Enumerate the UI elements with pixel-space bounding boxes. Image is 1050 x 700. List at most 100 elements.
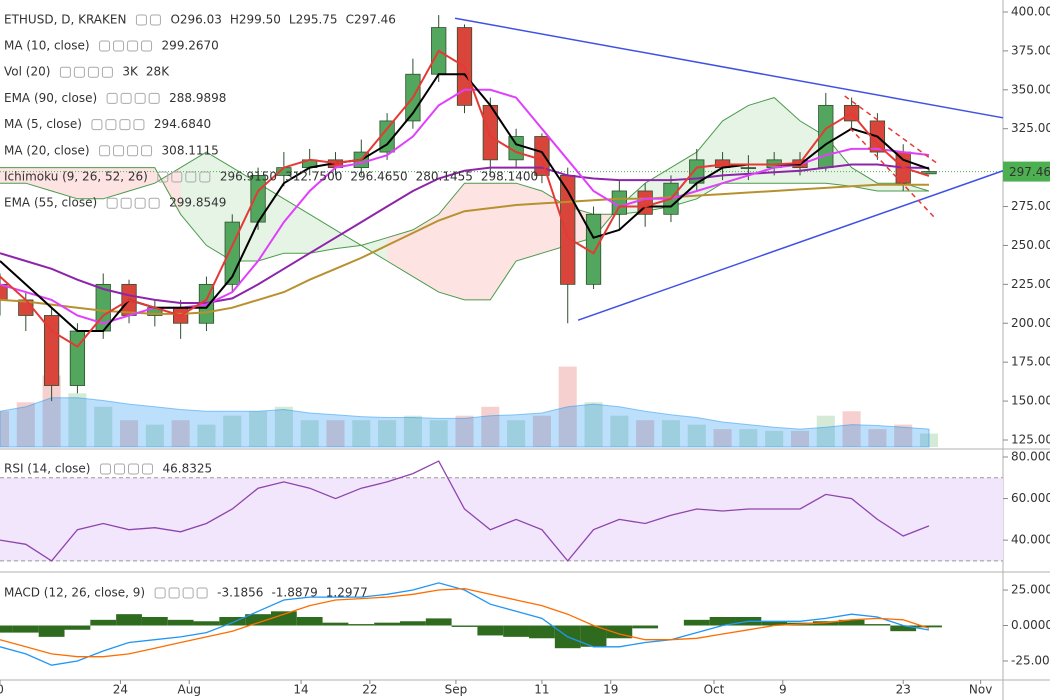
legend-icon <box>149 14 161 26</box>
legend-icon <box>99 463 111 475</box>
ohlc-value: C297.46 <box>346 13 396 27</box>
macd-histogram-bar <box>812 621 839 626</box>
ohlc-value: O296.03 <box>170 13 221 27</box>
legend-icon <box>119 119 131 131</box>
x-tick-label: Aug <box>178 683 201 697</box>
macd-histogram-bar <box>374 622 400 626</box>
symbol-title: ETHUSD, D, KRAKEN <box>4 13 126 27</box>
legend-icon <box>87 66 99 78</box>
volume-bar <box>481 406 500 447</box>
legend-value: 288.9898 <box>169 91 226 105</box>
y-tick-label: 325.00 <box>1011 121 1050 135</box>
macd-histogram-bar <box>916 625 942 628</box>
x-tick-label: 24 <box>113 683 128 697</box>
legend-label: MA (20, close) <box>4 143 90 157</box>
legend-icon <box>196 587 208 599</box>
y-tick-label: 150.00 <box>1011 394 1050 408</box>
legend-icon <box>99 40 111 52</box>
ichimoku-cloud <box>748 97 775 184</box>
ichimoku-span-a <box>0 97 930 301</box>
y-tick-label: 350.00 <box>1011 82 1050 96</box>
macd-histogram-bar <box>425 618 452 626</box>
volume-bar <box>326 420 345 447</box>
volume-bar <box>68 393 87 447</box>
macd-histogram-bar <box>12 625 39 633</box>
x-tick-label: Sep <box>445 683 468 697</box>
volume-bar <box>739 429 758 447</box>
indicator-value: -3.1856 <box>217 586 263 600</box>
legend-label: EMA (90, close) <box>4 91 97 105</box>
legend-label: EMA (55, close) <box>4 196 97 210</box>
indicator-line <box>0 49 930 348</box>
legend-value: 312.7500 <box>285 170 342 184</box>
volume-bar <box>429 420 448 447</box>
trendline <box>844 95 940 166</box>
indicator-value: -1.8879 <box>271 586 317 600</box>
legend-icon <box>120 197 132 209</box>
macd-histogram-bar <box>838 619 865 626</box>
macd-histogram-bar <box>632 625 659 629</box>
ichimoku-cloud <box>129 167 155 191</box>
legend-icon <box>157 171 169 183</box>
macd-histogram-bar <box>90 619 117 626</box>
ichimoku-cloud <box>51 167 78 199</box>
legend-icon <box>148 197 160 209</box>
legend-value: 3K <box>122 65 139 79</box>
y-tick-label: 25.0000 <box>1011 583 1050 597</box>
indicator-line <box>0 163 930 304</box>
volume-bar <box>790 430 810 447</box>
indicator-value: 46.8325 <box>162 462 212 476</box>
legend-value: 28K <box>146 65 170 79</box>
signal-line <box>0 587 930 658</box>
x-tick-label: 0 <box>0 683 4 697</box>
ohlc-value: L295.75 <box>289 13 338 27</box>
trendline <box>454 17 1004 119</box>
volume-bar <box>584 402 603 447</box>
x-tick-label: 11 <box>534 683 549 697</box>
macd-histogram-bar <box>38 625 65 637</box>
legend-icon <box>168 587 180 599</box>
macd-histogram-bar <box>529 625 555 639</box>
indicator-line <box>0 183 930 315</box>
legend-icon <box>120 92 132 104</box>
candle-body <box>0 283 8 301</box>
macd-histogram-bar <box>167 619 194 626</box>
macd-histogram-bar <box>503 625 530 637</box>
macd-histogram-bar <box>0 625 13 633</box>
legend-icon <box>127 145 139 157</box>
y-tick-label: 275.00 <box>1011 199 1050 213</box>
legend-icon <box>185 171 197 183</box>
legend-icon <box>141 40 153 52</box>
legend-value: 280.1455 <box>416 170 473 184</box>
volume-bar <box>171 420 190 447</box>
legend-icon <box>133 119 145 131</box>
y-tick-label: 125.00 <box>1011 432 1050 446</box>
legend-value: 298.1400 <box>481 170 538 184</box>
macd-histogram-bar <box>64 625 91 630</box>
ichimoku-cloud <box>516 183 542 262</box>
macd-histogram-bar <box>270 611 297 626</box>
volume-bar <box>145 424 164 447</box>
x-tick-label: 9 <box>779 683 787 697</box>
legend-icon <box>154 587 166 599</box>
ichimoku-cloud <box>361 237 388 262</box>
volume-bar <box>636 420 655 447</box>
volume-bar <box>507 420 526 447</box>
volume-bar <box>894 424 913 447</box>
y-tick-label: 375.00 <box>1011 43 1050 57</box>
macd-histogram-bar <box>219 616 246 626</box>
legend-icon <box>59 66 71 78</box>
indicator-value: 1.2977 <box>326 586 368 600</box>
rsi-line <box>0 460 930 562</box>
volume-ma-area <box>0 397 930 448</box>
legend-icon <box>182 587 194 599</box>
y-tick-label: 400.00 <box>1011 4 1050 18</box>
x-tick-label: 23 <box>896 683 911 697</box>
volume-bar <box>119 420 139 447</box>
legend-icon <box>127 40 139 52</box>
volume-bar <box>455 415 474 447</box>
y-tick-label: 0.0000 <box>1011 618 1050 632</box>
macd-histogram-bar <box>864 624 891 626</box>
x-tick-label: 22 <box>362 683 377 697</box>
volume-bar <box>816 415 835 447</box>
